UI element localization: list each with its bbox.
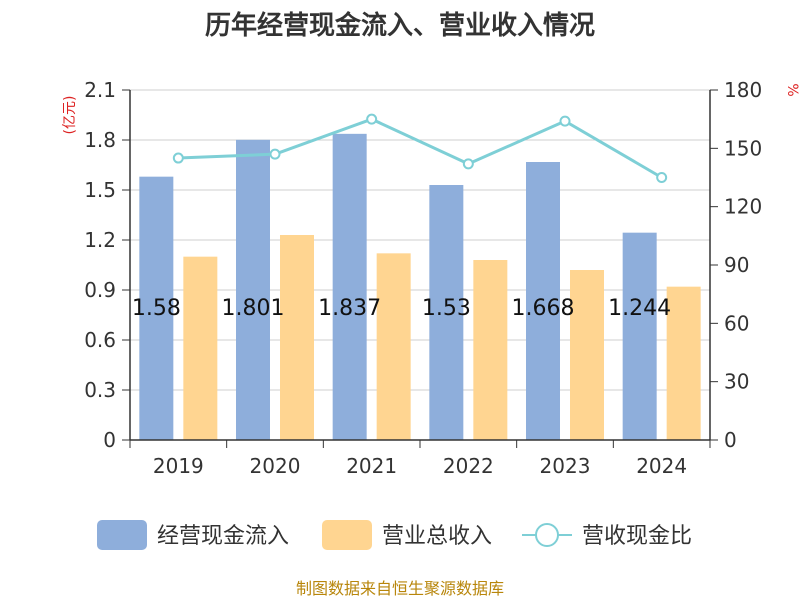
legend: 经营现金流入 营业总收入 营收现金比 [97,520,692,550]
bar-revenue [376,253,411,440]
left-tick-label: 0.6 [84,328,116,352]
ratio-point [366,113,378,125]
right-tick-label: 120 [724,195,762,219]
data-labels: 1.58 1.801 1.837 1.53 1.668 1.244 [132,296,671,321]
data-label-cash-inflow: 1.801 [222,296,285,321]
left-axis-unit: (亿元) [62,96,78,135]
axes: 0 0.3 0.6 0.9 1.2 1.5 1.8 2.1 0 30 60 90 120 150 180 20… [84,78,762,478]
x-tick-label: 2021 [346,454,397,478]
bars [139,133,701,441]
x-tick-label: 2022 [443,454,494,478]
right-tick-label: 90 [724,253,749,277]
bar-cash-inflow [429,185,464,440]
data-label-cash-inflow: 1.53 [422,296,471,321]
right-axis-unit: % [784,83,800,96]
ratio-point [462,158,474,170]
left-tick-label: 0 [103,428,116,452]
right-tick-label: 180 [724,78,762,102]
right-tick-label: 30 [724,370,749,394]
data-label-cash-inflow: 1.837 [318,296,381,321]
right-tick-label: 60 [724,311,749,335]
ratio-point [559,115,571,127]
x-tick-label: 2023 [540,454,591,478]
legend-marker-ratio [535,523,559,547]
left-tick-label: 1.8 [84,128,116,152]
x-tick-label: 2024 [636,454,687,478]
right-tick-label: 0 [724,428,737,452]
ratio-line [178,117,663,179]
legend-swatch-cash-inflow [97,520,147,550]
left-tick-label: 0.9 [84,278,116,302]
legend-swatch-revenue [322,520,372,550]
bar-revenue [280,235,314,440]
legend-label-cash-inflow: 经营现金流入 [157,524,289,549]
bar-revenue [666,286,701,440]
chart-title: 历年经营现金流入、营业收入情况 [205,10,595,41]
left-tick-label: 2.1 [84,78,116,102]
legend-label-revenue: 营业总收入 [382,524,492,549]
ratio-point [172,152,184,164]
bar-cash-inflow [332,133,367,441]
data-label-cash-inflow: 1.668 [512,296,575,321]
bar-revenue [183,256,218,440]
ratio-line-layer [172,113,668,183]
bar-cash-inflow [622,232,657,440]
source-note: 制图数据来自恒生聚源数据库 [296,579,504,598]
x-tick-label: 2019 [153,454,204,478]
bar-revenue [570,270,604,440]
bar-revenue [473,260,508,440]
data-label-cash-inflow: 1.244 [608,296,671,321]
bar-cash-inflow [139,176,174,440]
right-tick-label: 150 [724,136,762,160]
ratio-point [269,148,281,160]
left-tick-label: 1.5 [84,178,116,202]
x-tick-label: 2020 [250,454,301,478]
bar-cash-inflow [526,162,560,440]
bar-cash-inflow [236,139,270,441]
legend-label-ratio: 营收现金比 [582,524,692,549]
ratio-point [656,172,668,183]
left-tick-label: 0.3 [84,378,116,402]
data-label-cash-inflow: 1.58 [132,296,181,321]
left-tick-label: 1.2 [84,228,116,252]
